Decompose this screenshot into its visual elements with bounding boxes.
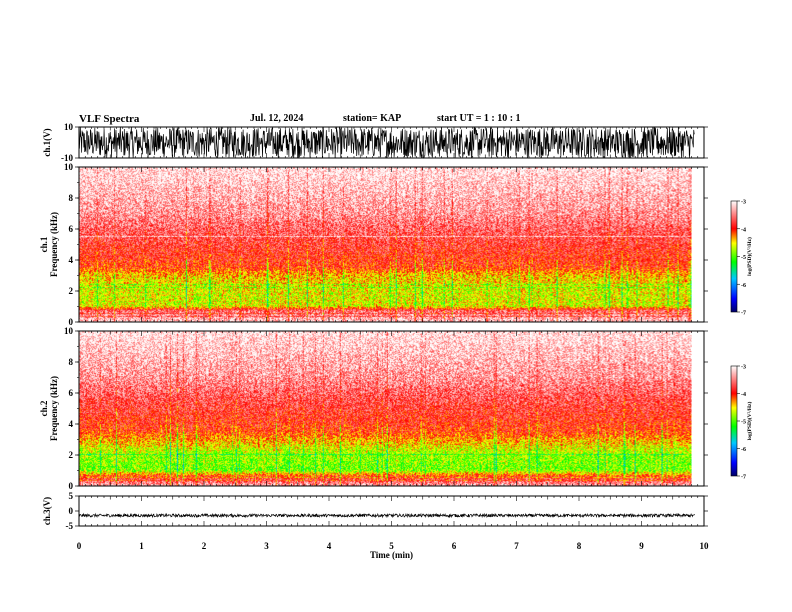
y-axis-label: ch.3(V) xyxy=(42,497,52,525)
y-axis-label: ch.1(V) xyxy=(42,128,52,156)
axis-ticks xyxy=(75,126,740,527)
colorbar-tick-label: -7 xyxy=(741,475,746,481)
x-tick-label: 2 xyxy=(202,541,207,551)
y-tick-label: 8 xyxy=(69,357,74,367)
x-tick-label: 8 xyxy=(577,541,582,551)
y-tick-label: 0 xyxy=(69,317,74,327)
y-tick-label: 2 xyxy=(69,450,74,460)
colorbar-tick-label: -3 xyxy=(741,200,746,206)
x-tick-label: 1 xyxy=(139,541,144,551)
y-axis-label-channel: ch.1 xyxy=(39,236,49,252)
colorbar-tick-label: -4 xyxy=(741,392,746,398)
figure-station: station= KAP xyxy=(343,113,402,124)
y-axis-label-channel: ch.2 xyxy=(39,400,49,416)
x-tick-label: 4 xyxy=(327,541,332,551)
y-tick-label: 8 xyxy=(69,193,74,203)
spectrogram-ch1-image xyxy=(79,167,692,322)
waveform-ch1-trace xyxy=(78,126,695,159)
colorbar-tick-label: -6 xyxy=(741,283,746,289)
colorbar-tick-label: -7 xyxy=(741,311,746,317)
y-tick-label: 10 xyxy=(64,162,74,172)
colorbar-label: log(PSD)(V²/Hz) xyxy=(746,237,753,276)
x-tick-label: 5 xyxy=(389,541,394,551)
y-tick-label: 2 xyxy=(69,286,74,296)
colorbar-ch1 xyxy=(730,200,738,313)
y-tick-label: 6 xyxy=(69,224,74,234)
colorbar-tick-label: -4 xyxy=(741,227,746,233)
colorbar-label: log(PSD)(V²/Hz) xyxy=(746,402,753,441)
colorbar-tick-label: -3 xyxy=(741,365,746,371)
x-tick-label: 9 xyxy=(639,541,644,551)
y-tick-label: 0 xyxy=(69,481,74,491)
x-tick-label: 6 xyxy=(452,541,457,551)
y-tick-label: 10 xyxy=(64,122,74,132)
y-axis-label: Frequency (kHz) xyxy=(49,376,59,441)
spectrogram-ch2-image xyxy=(79,331,692,486)
figure-title: VLF Spectra xyxy=(79,113,140,125)
y-tick-label: 4 xyxy=(69,419,74,429)
x-tick-label: 10 xyxy=(700,541,710,551)
y-tick-label: -10 xyxy=(61,153,73,163)
x-axis-label: Time (min) xyxy=(370,550,413,560)
y-axis-label: Frequency (kHz) xyxy=(49,212,59,277)
colorbar-tick-label: -5 xyxy=(741,420,746,426)
x-tick-label: 7 xyxy=(514,541,519,551)
x-tick-label: 3 xyxy=(264,541,269,551)
y-tick-label: 4 xyxy=(69,255,74,265)
figure-start-time: start UT = 1 : 10 : 1 xyxy=(437,113,521,124)
y-tick-label: 10 xyxy=(64,326,74,336)
waveform-ch3-trace xyxy=(78,512,695,519)
y-tick-label: 0 xyxy=(69,506,74,516)
colorbar-tick-label: -6 xyxy=(741,447,746,453)
figure-date: Jul. 12, 2024 xyxy=(250,113,304,124)
y-tick-label: -5 xyxy=(66,521,74,531)
colorbar-tick-label: -5 xyxy=(741,255,746,261)
colorbar-ch2 xyxy=(730,365,738,477)
y-tick-label: 6 xyxy=(69,388,74,398)
x-tick-label: 0 xyxy=(77,541,82,551)
y-tick-label: 5 xyxy=(69,491,74,501)
